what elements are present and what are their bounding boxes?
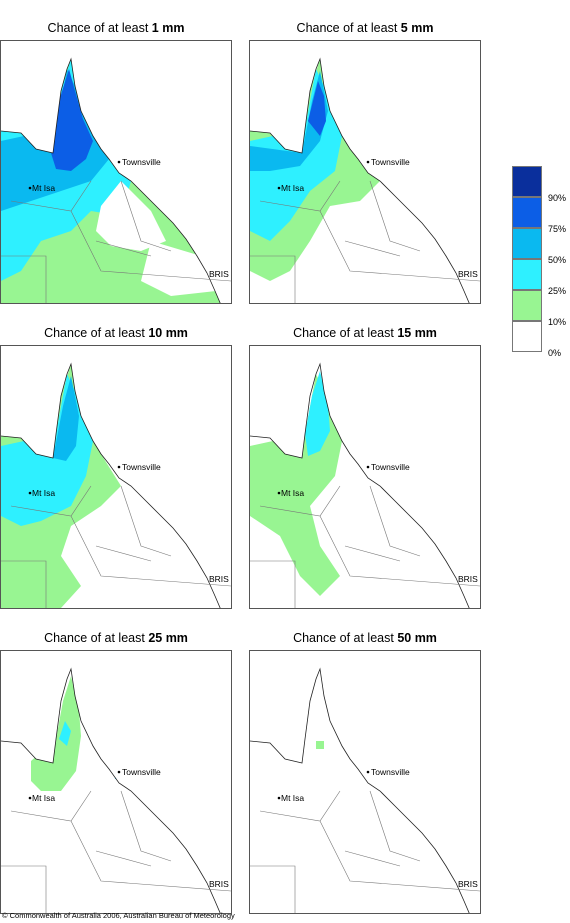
label-townsville: Townsville (371, 767, 410, 777)
panel-title: Chance of at least 50 mm (293, 631, 437, 645)
legend-label-75: 75% (548, 224, 567, 234)
copyright-footer: © Commonwealth of Australia 2006, Austra… (2, 911, 235, 920)
legend-swatch-50 (512, 228, 542, 259)
legend-swatch-75 (512, 197, 542, 228)
panel-title: Chance of at least 10 mm (44, 326, 188, 340)
legend-label-10: 10% (548, 317, 567, 327)
legend-label-50: 50% (548, 255, 567, 265)
legend-swatch-90 (512, 166, 542, 197)
panel-title: Chance of at least 5 mm (296, 21, 434, 35)
rainfall-map: Townsville Mt Isa BRIS (0, 40, 232, 304)
label-bris: BRIS (458, 574, 478, 584)
rainfall-map: Townsville Mt Isa BRIS (0, 345, 232, 609)
label-bris: BRIS (209, 574, 229, 584)
legend-swatch-0 (512, 321, 542, 352)
label-townsville: Townsville (122, 767, 161, 777)
label-mt-isa: Mt Isa (281, 488, 304, 498)
legend-swatch-25 (512, 259, 542, 290)
rainfall-map: Townsville Mt Isa BRIS (0, 650, 232, 914)
legend-label-25: 25% (548, 286, 567, 296)
label-mt-isa: Mt Isa (32, 488, 55, 498)
label-townsville: Townsville (371, 462, 410, 472)
label-bris: BRIS (458, 879, 478, 889)
label-bris: BRIS (209, 269, 229, 279)
label-mt-isa: Mt Isa (32, 793, 55, 803)
label-bris: BRIS (209, 879, 229, 889)
map-svg: Townsville Mt Isa BRIS (1, 57, 231, 303)
map-svg: Townsville Mt Isa BRIS (250, 667, 480, 913)
label-townsville: Townsville (122, 157, 161, 167)
rainfall-map: Townsville Mt Isa BRIS (249, 650, 481, 914)
label-bris: BRIS (458, 269, 478, 279)
map-svg: Townsville Mt Isa BRIS (250, 57, 480, 303)
panel-title: Chance of at least 15 mm (293, 326, 437, 340)
label-townsville: Townsville (122, 462, 161, 472)
legend-swatch-10 (512, 290, 542, 321)
panel-title: Chance of at least 25 mm (44, 631, 188, 645)
rainfall-map: Townsville Mt Isa BRIS (249, 345, 481, 609)
label-mt-isa: Mt Isa (281, 183, 304, 193)
map-svg: Townsville Mt Isa BRIS (1, 667, 231, 913)
legend-label-90: 90% (548, 193, 567, 203)
panel-title: Chance of at least 1 mm (47, 21, 185, 35)
map-svg: Townsville Mt Isa BRIS (1, 362, 231, 608)
map-svg: Townsville Mt Isa BRIS (250, 362, 480, 608)
rainfall-map: Townsville Mt Isa BRIS (249, 40, 481, 304)
label-townsville: Townsville (371, 157, 410, 167)
label-mt-isa: Mt Isa (32, 183, 55, 193)
legend-label-0: 0% (548, 348, 562, 358)
label-mt-isa: Mt Isa (281, 793, 304, 803)
